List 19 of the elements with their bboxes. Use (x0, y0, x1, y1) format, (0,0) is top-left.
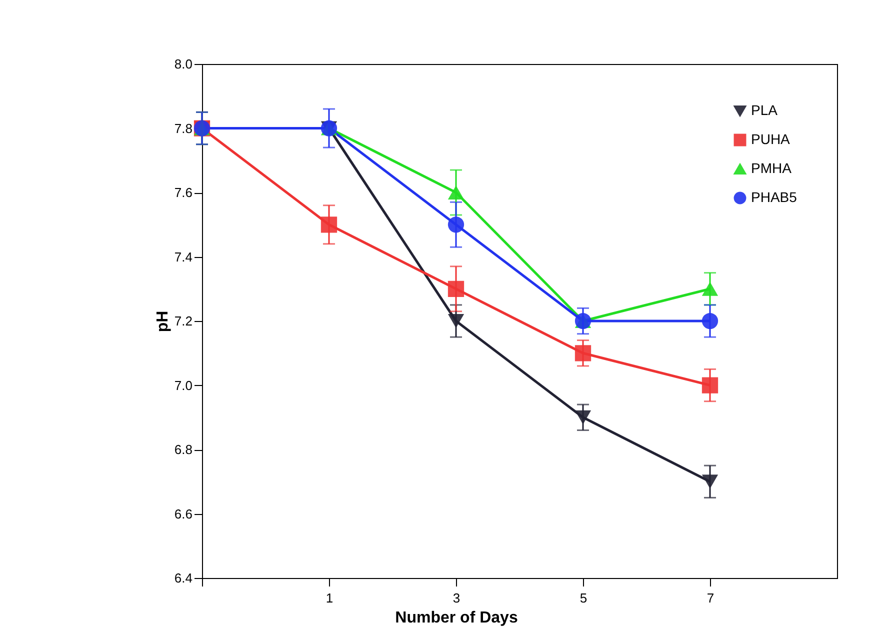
y-tick-label: 7.4 (174, 249, 192, 264)
y-tick-label: 6.6 (174, 506, 192, 522)
legend-label: PHAB5 (751, 189, 798, 205)
x-tick-label: 7 (706, 590, 714, 606)
y-tick-label: 7.2 (174, 314, 192, 328)
y-tick-label: 6.4 (174, 570, 192, 586)
x-axis-title: Number of Days (395, 610, 518, 626)
x-tick-label: 5 (580, 590, 588, 606)
y-tick-label: 7.0 (174, 378, 192, 393)
legend-label: PMHA (751, 160, 792, 176)
x-tick-label: 1 (326, 590, 334, 606)
y-axis-title: pH (154, 310, 172, 332)
y-tick-label: 6.8 (174, 442, 192, 457)
legend-label: PUHA (751, 131, 791, 147)
x-tick-label: 3 (452, 590, 460, 606)
y-tick-label: 7.6 (174, 185, 192, 200)
y-tick-label: 8.0 (174, 56, 192, 72)
y-tick-label: 7.8 (174, 120, 192, 136)
legend-label: PLA (751, 102, 778, 118)
